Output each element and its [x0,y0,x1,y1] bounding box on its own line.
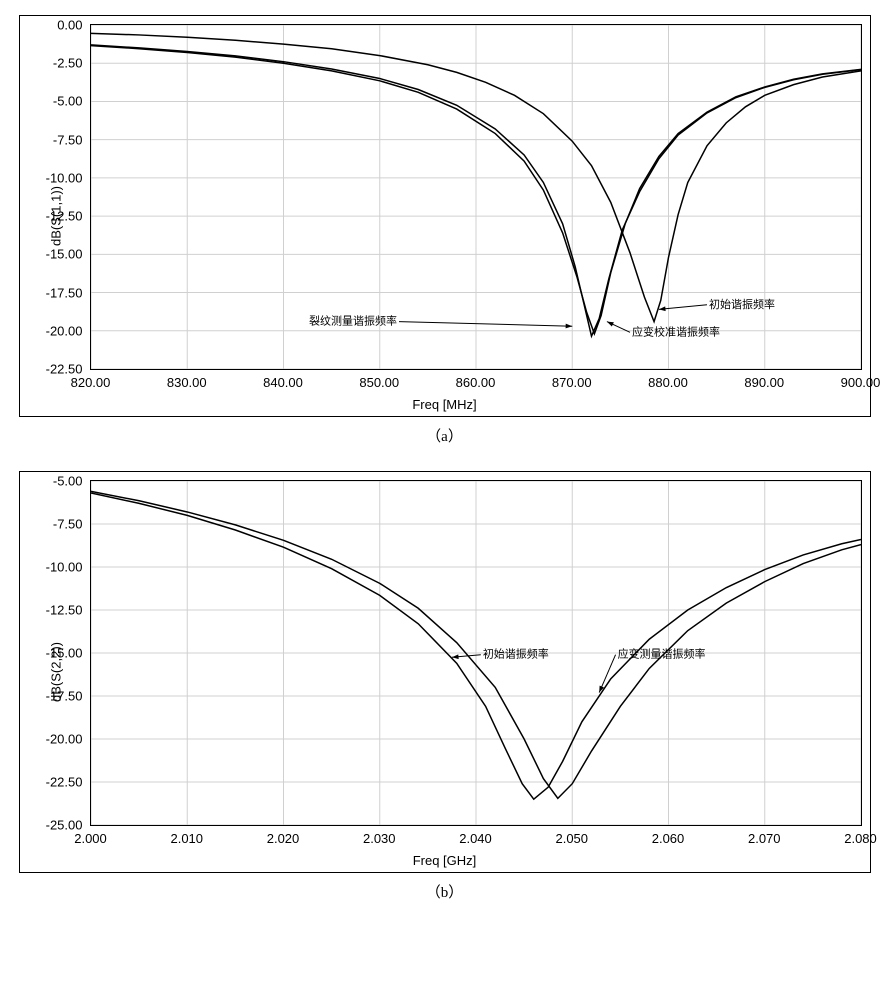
xtick: 2.040 [459,825,492,846]
svg-text:裂纹测量谐振频率: 裂纹测量谐振频率 [309,314,397,328]
xtick: 2.010 [170,825,203,846]
ytick: -15.00 [46,247,91,262]
chart-a-box: 初始谐振频率应变校准谐振频率 裂纹测量谐振频率 0.00 -2.50 -5.00 -7.5… [19,15,871,417]
ytick: -5.00 [53,94,91,109]
xtick: 870.00 [552,369,592,390]
ytick: -5.00 [53,474,91,489]
xtick: 2.050 [555,825,588,846]
chart-b-xlabel: Freq [GHz] [413,853,477,868]
ytick: -10.00 [46,170,91,185]
xtick: 850.00 [359,369,399,390]
chart-a-xlabel: Freq [MHz] [412,397,476,412]
xtick: 2.080 [844,825,877,846]
xtick: 820.00 [71,369,111,390]
xtick: 890.00 [744,369,784,390]
ytick: -22.50 [46,775,91,790]
ytick: -2.50 [53,56,91,71]
xtick: 2.030 [363,825,396,846]
ytick: -20.00 [46,323,91,338]
xtick: 2.060 [652,825,685,846]
chart-a-sublabel: （a） [15,425,874,446]
xtick: 2.000 [74,825,107,846]
svg-text:初始谐振频率: 初始谐振频率 [482,647,548,661]
ytick: -7.50 [53,132,91,147]
chart-b-sublabel: （b） [15,881,874,902]
xtick: 2.070 [748,825,781,846]
ytick: -17.50 [46,285,91,300]
xtick: 880.00 [648,369,688,390]
xtick: 840.00 [263,369,303,390]
chart-a-ylabel: dB(S(1,1)) [48,186,63,246]
ytick: -10.00 [46,560,91,575]
svg-text:应变测量谐振频率: 应变测量谐振频率 [617,647,705,661]
chart-b-box: 初始谐振频率应变测量谐振频率-5.00-7.50-10.00-12.50-15.… [19,471,871,873]
ytick: -20.00 [46,732,91,747]
chart-b-plot: 初始谐振频率应变测量谐振频率-5.00-7.50-10.00-12.50-15.… [90,480,862,826]
ytick: -7.50 [53,517,91,532]
svg-text:应变校准谐振频率: 应变校准谐振频率 [632,324,720,338]
xtick: 860.00 [456,369,496,390]
chart-a-plot: 初始谐振频率应变校准谐振频率裂纹测量谐振频率0.00-2.50-5.00-7.5… [90,24,862,370]
xtick: 900.00 [841,369,881,390]
svg-text:初始谐振频率: 初始谐振频率 [709,297,775,311]
xtick: 2.020 [267,825,300,846]
ytick: -12.50 [46,603,91,618]
chart-b-ylabel: dB(S(2,2)) [48,642,63,702]
xtick: 830.00 [167,369,207,390]
ytick: 0.00 [57,18,90,33]
